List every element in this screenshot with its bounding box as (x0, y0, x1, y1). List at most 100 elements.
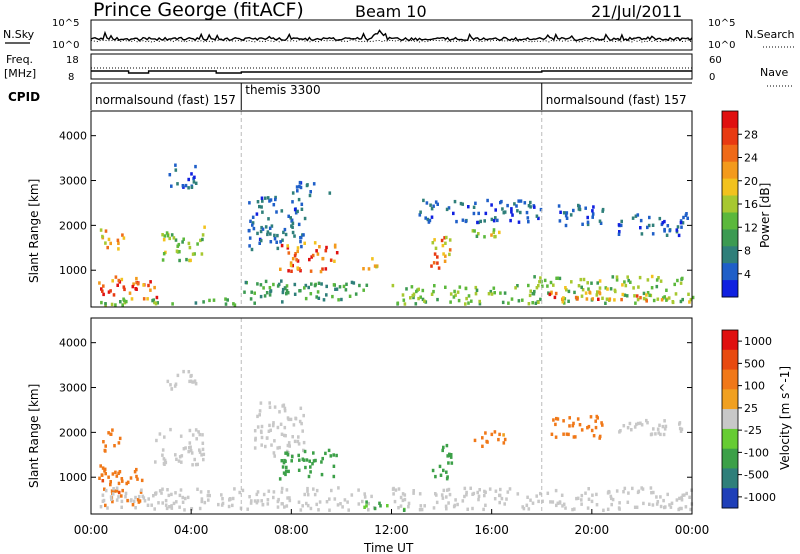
scatter-cell (265, 436, 269, 440)
scatter-cell (182, 447, 186, 451)
scatter-cell (564, 214, 568, 218)
scatter-cell (443, 259, 447, 263)
scatter-cell (114, 303, 117, 307)
scatter-cell (296, 189, 299, 193)
scatter-cell (104, 229, 108, 233)
scatter-cell (177, 459, 181, 463)
scatter-cell (283, 505, 286, 509)
x-tick-label: 00:00 (74, 523, 109, 537)
scatter-cell (278, 477, 282, 481)
scatter-cell (549, 280, 553, 285)
scatter-cell (346, 500, 349, 504)
scatter-cell (182, 369, 185, 374)
scatter-cell (647, 223, 651, 228)
scatter-cell (362, 267, 365, 271)
nsearch-tick-top: 10^5 (708, 18, 735, 29)
scatter-cell (363, 495, 367, 499)
scatter-cell (483, 493, 486, 498)
scatter-cell (332, 464, 336, 468)
scatter-cell (554, 422, 557, 427)
scatter-cell (139, 490, 143, 494)
scatter-cell (591, 215, 594, 219)
scatter-cell (673, 282, 676, 287)
scatter-cell (287, 214, 290, 218)
scatter-cell (373, 506, 377, 511)
scatter-cell (412, 491, 415, 495)
freq-label: Freq. (6, 53, 33, 66)
scatter-cell (116, 283, 119, 287)
colorbar-tick-label: -500 (744, 469, 769, 482)
scatter-cell (109, 495, 113, 499)
scatter-cell (445, 235, 448, 240)
scatter-cell (258, 241, 261, 245)
scatter-cell (407, 501, 411, 506)
scatter-cell (586, 222, 590, 227)
scatter-cell (594, 425, 598, 430)
scatter-cell (626, 275, 629, 279)
scatter-cell (611, 497, 615, 502)
scatter-cell (128, 291, 132, 295)
scatter-cell (337, 486, 340, 490)
scatter-cell (101, 499, 105, 503)
scatter-cell (609, 287, 613, 291)
scatter-cell (590, 499, 594, 504)
scatter-cell (190, 373, 193, 378)
scatter-cell (470, 299, 473, 303)
scatter-cell (265, 291, 269, 295)
scatter-cell (449, 292, 453, 296)
scatter-cell (396, 301, 400, 305)
scatter-cell (101, 466, 105, 470)
colorbar-block (722, 409, 738, 430)
scatter-cell (617, 232, 621, 236)
scatter-cell (650, 491, 653, 495)
scatter-cell (188, 428, 192, 433)
scatter-cell (378, 501, 381, 505)
scatter-cell (302, 440, 306, 445)
scatter-cell (483, 235, 486, 239)
scatter-cell (104, 302, 107, 306)
scatter-cell (580, 285, 583, 289)
scatter-cell (314, 458, 317, 463)
scatter-cell (162, 461, 166, 466)
freq-strip-frame (90, 53, 693, 80)
scatter-cell (117, 241, 120, 245)
scatter-cell (291, 191, 295, 195)
scatter-cell (126, 480, 130, 484)
nsearch-tick-bottom: 10^0 (708, 40, 735, 51)
nsearch-trace (90, 39, 693, 43)
y-tick-label: 3000 (59, 175, 87, 188)
scatter-cell (580, 428, 584, 432)
scatter-cell (281, 287, 285, 292)
scatter-cell (224, 297, 227, 301)
scatter-cell (474, 292, 478, 296)
scatter-cell (168, 505, 171, 509)
scatter-cell (196, 242, 199, 246)
scatter-cell (333, 259, 336, 263)
scatter-cell (107, 431, 110, 435)
scatter-cell (151, 298, 154, 303)
scatter-cell (592, 434, 596, 438)
scatter-cell (282, 403, 286, 407)
scatter-cell (502, 433, 505, 437)
scatter-cell (146, 503, 150, 507)
scatter-cell (161, 448, 165, 452)
scatter-cell (201, 233, 205, 237)
scatter-cell (446, 475, 449, 479)
scatter-cell (289, 417, 293, 422)
scatter-cell (307, 285, 310, 290)
scatter-cell (635, 422, 638, 427)
scatter-cell (367, 508, 370, 512)
scatter-cell (110, 302, 114, 307)
scatter-cell (117, 481, 121, 486)
scatter-cell (606, 507, 610, 511)
scatter-cell (170, 506, 174, 510)
scatter-cell (584, 291, 588, 295)
velocity-colorbar-label: Velocity [m s^-1] (778, 366, 792, 470)
scatter-cell (297, 222, 301, 227)
scatter-cell (436, 297, 439, 302)
scatter-cell (432, 261, 436, 265)
scatter-cell (447, 501, 450, 505)
scatter-cell (461, 202, 464, 206)
scatter-cell (528, 293, 532, 298)
scatter-cell (208, 493, 211, 498)
